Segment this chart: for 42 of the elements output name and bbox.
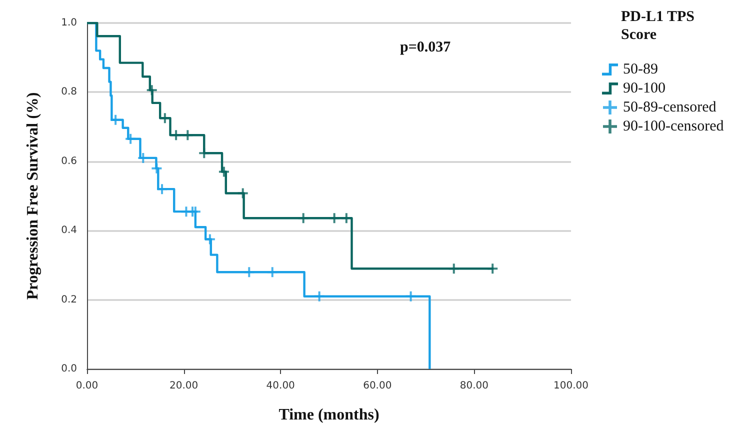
y-tick-label: 0.2 xyxy=(61,294,77,306)
legend-title: PD-L1 TPS Score xyxy=(621,9,698,43)
x-tick-label: 20.00 xyxy=(169,380,198,392)
point xyxy=(267,267,278,278)
point xyxy=(157,184,168,194)
x-tick-label: 100.00 xyxy=(554,380,588,392)
legend-label: 50-89-censored xyxy=(623,100,717,116)
point xyxy=(341,213,352,224)
point xyxy=(126,134,136,144)
point xyxy=(110,114,121,125)
legend-label: 90-100-censored xyxy=(623,118,724,134)
point xyxy=(218,166,229,177)
y-tick-label: 0.6 xyxy=(61,156,77,167)
point xyxy=(244,267,254,278)
point xyxy=(329,213,340,224)
x-axis-title: Time (months) xyxy=(278,406,380,424)
point xyxy=(160,113,170,124)
point xyxy=(182,130,193,140)
point xyxy=(448,264,459,274)
y-tick-label: 0.0 xyxy=(61,364,77,374)
point xyxy=(298,213,308,224)
y-tick-label: 0.4 xyxy=(61,225,77,236)
point xyxy=(204,234,215,244)
point xyxy=(146,85,157,96)
x-tick-label: 80.00 xyxy=(460,380,489,392)
point xyxy=(190,206,200,217)
point xyxy=(314,291,324,302)
legend-label: 50-89 xyxy=(623,62,658,78)
x-tick-label: 60.00 xyxy=(363,380,392,392)
x-tick-label: 40.00 xyxy=(266,380,295,392)
point xyxy=(406,291,416,302)
y-tick-label: 0.8 xyxy=(61,86,77,98)
point xyxy=(238,188,248,198)
legend-label: 90-100 xyxy=(623,80,666,96)
point xyxy=(171,130,182,140)
y-axis-title: Progression Free Survival (%) xyxy=(24,92,42,300)
x-tick-label: 0.00 xyxy=(76,380,98,392)
y-tick-label: 1.0 xyxy=(61,18,77,28)
point xyxy=(199,148,210,158)
point xyxy=(152,163,162,174)
point xyxy=(488,264,498,274)
annotation: p=0.037 xyxy=(400,40,452,56)
